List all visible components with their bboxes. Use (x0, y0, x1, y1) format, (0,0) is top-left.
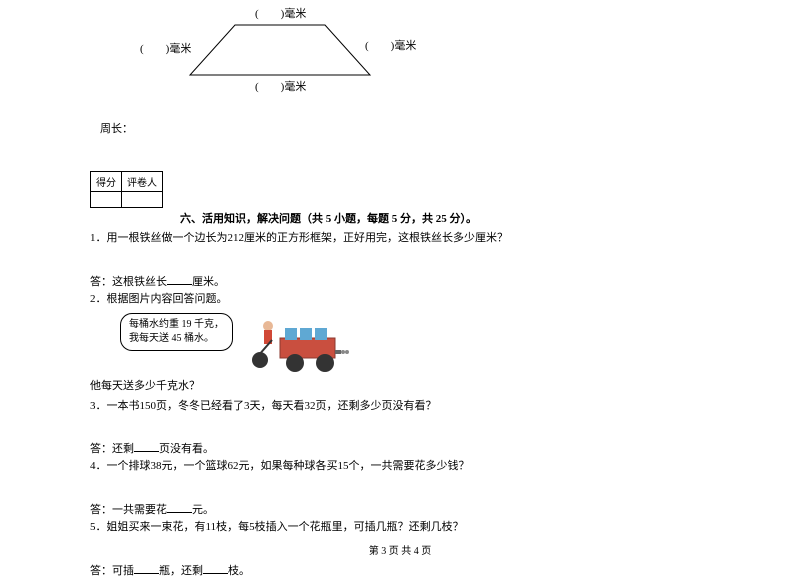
question-2-sub: 他每天送多少千克水？ (90, 378, 710, 396)
question-1: 1．用一根铁丝做一个边长为212厘米的正方形框架，正好用完，这根铁丝长多少厘米？ (90, 230, 710, 248)
tricycle-icon (240, 318, 360, 373)
answer-3: 答：还剩页没有看。 (90, 440, 710, 456)
bubble-line1: 每桶水约重 19 千克， (129, 319, 224, 330)
score-cell1 (91, 192, 122, 208)
question-2: 2．根据图片内容回答问题。 (90, 291, 710, 309)
answer-1: 答：这根铁丝长厘米。 (90, 273, 710, 289)
trap-bottom-label: ( )毫米 (255, 78, 306, 94)
trap-left-label: ( )毫米 (140, 40, 191, 56)
score-col1: 得分 (91, 172, 122, 192)
score-cell2 (122, 192, 163, 208)
question-3: 3．一本书150页，冬冬已经看了3天，每天看32页，还剩多少页没有看？ (90, 398, 710, 416)
trapezoid-diagram: ( )毫米 ( )毫米 ( )毫米 ( )毫米 (120, 5, 710, 105)
perimeter-label: 周长： (100, 120, 710, 136)
bubble-line2: 我每天送 45 桶水。 (129, 333, 214, 344)
answer-4: 答：一共需要花元。 (90, 501, 710, 517)
speech-bubble: 每桶水约重 19 千克， 我每天送 45 桶水。 (120, 313, 233, 351)
score-table: 得分 评卷人 (90, 171, 163, 208)
question-5: 5．姐姐买来一束花，有11枝，每5枝插入一个花瓶里，可插几瓶？还剩几枝？ (90, 519, 710, 537)
page-footer: 第 3 页 共 4 页 (0, 542, 800, 557)
trap-right-label: ( )毫米 (365, 37, 416, 53)
trap-top-label: ( )毫米 (255, 5, 306, 21)
score-col2: 评卷人 (122, 172, 163, 192)
answer-5: 答：可插瓶，还剩枝。 (90, 562, 710, 578)
illustration-area: 每桶水约重 19 千克， 我每天送 45 桶水。 (120, 313, 710, 373)
section6-title: 六、活用知识，解决问题（共 5 小题，每题 5 分，共 25 分）。 (180, 210, 710, 226)
question-4: 4．一个排球38元，一个篮球62元，如果每种球各买15个，一共需要花多少钱？ (90, 458, 710, 476)
